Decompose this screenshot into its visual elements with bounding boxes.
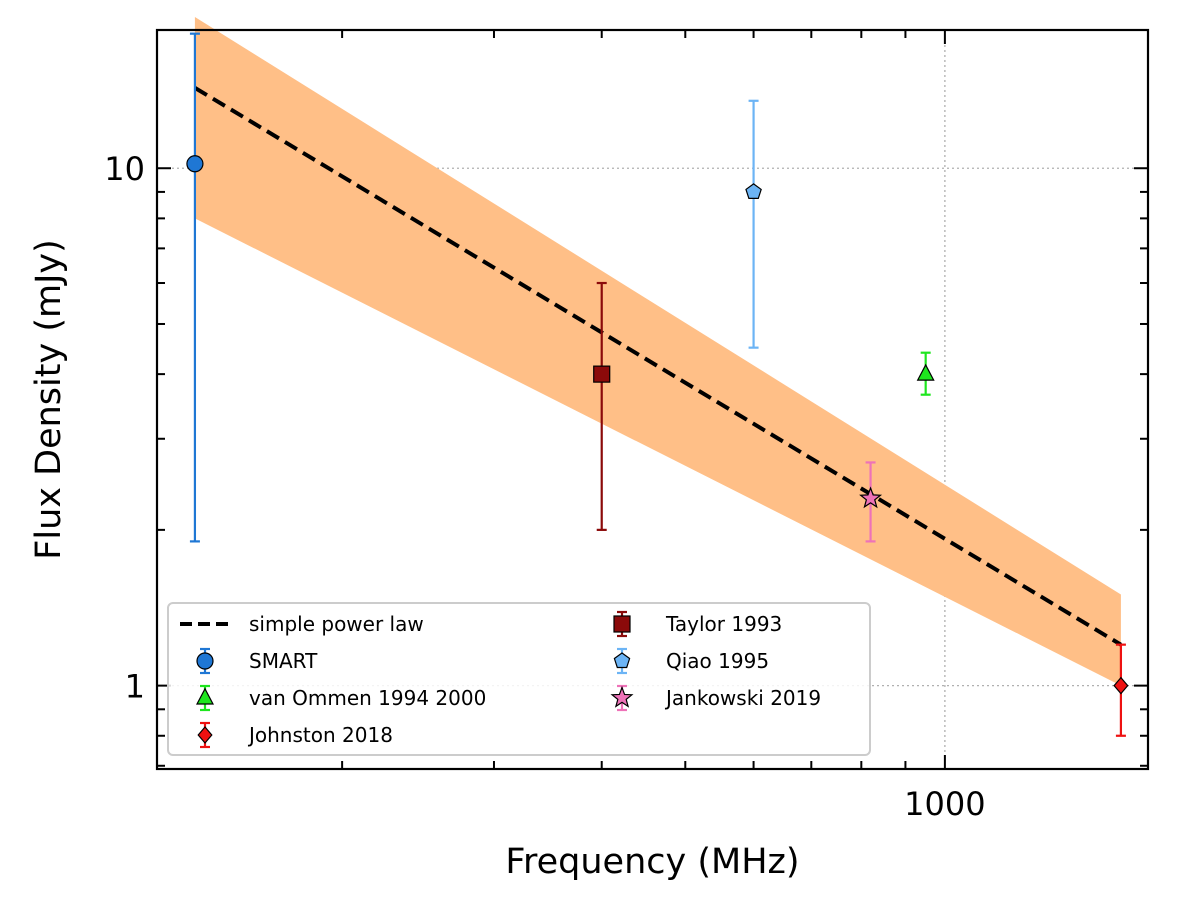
marker: [196, 652, 214, 670]
data-point: [916, 351, 935, 396]
marker: [593, 365, 611, 383]
data-point: [745, 99, 762, 349]
fit-band: [194, 17, 1121, 686]
marker: [613, 615, 631, 633]
legend-label: Taylor 1993: [665, 612, 782, 636]
data-point: [859, 461, 883, 543]
marker: [916, 363, 935, 381]
fit-uncertainty-band: [194, 17, 1121, 686]
data-point: [186, 32, 204, 543]
fit-line: [193, 86, 1122, 647]
legend-item: Jankowski 2019: [610, 684, 821, 712]
legend-item: Johnston 2018: [197, 721, 393, 749]
data-points: [186, 32, 1129, 737]
fit-line-group: [193, 86, 1122, 647]
legend-label: Qiao 1995: [666, 649, 769, 673]
legend-label: simple power law: [249, 612, 424, 636]
x-tick-label: 1000: [904, 785, 985, 823]
marker: [186, 155, 204, 173]
legend-item: Qiao 1995: [613, 647, 769, 675]
marker: [859, 486, 883, 509]
legend-label: SMART: [249, 649, 318, 673]
marker: [197, 726, 213, 744]
legend: simple power law SMART van Ommen 1994 2000…: [167, 602, 871, 756]
legend-label: Johnston 2018: [247, 723, 393, 747]
y-tick-label: 10: [104, 150, 145, 188]
data-point: [593, 281, 611, 531]
plot-frame: [155, 28, 1150, 771]
legend-item: SMART: [196, 647, 318, 675]
legend-item: simple power law: [180, 612, 424, 636]
marker: [613, 652, 631, 669]
marker: [745, 183, 762, 199]
y-tick-label: 1: [125, 668, 145, 706]
x-axis-label: Frequency (MHz): [505, 842, 799, 882]
legend-item: Taylor 1993: [613, 610, 782, 638]
legend-label: Jankowski 2019: [664, 686, 821, 710]
data-point: [1113, 643, 1129, 737]
legend-label: van Ommen 1994 2000: [249, 686, 486, 710]
axis-ticks: [157, 30, 1148, 769]
marker: [610, 685, 634, 708]
legend-item: van Ommen 1994 2000: [196, 684, 486, 712]
marker: [196, 687, 214, 705]
marker: [1113, 676, 1129, 695]
legend-box: [167, 602, 871, 756]
y-axis-label: Flux Density (mJy): [29, 239, 69, 560]
tick-labels: 1000 1 10: [104, 150, 985, 823]
